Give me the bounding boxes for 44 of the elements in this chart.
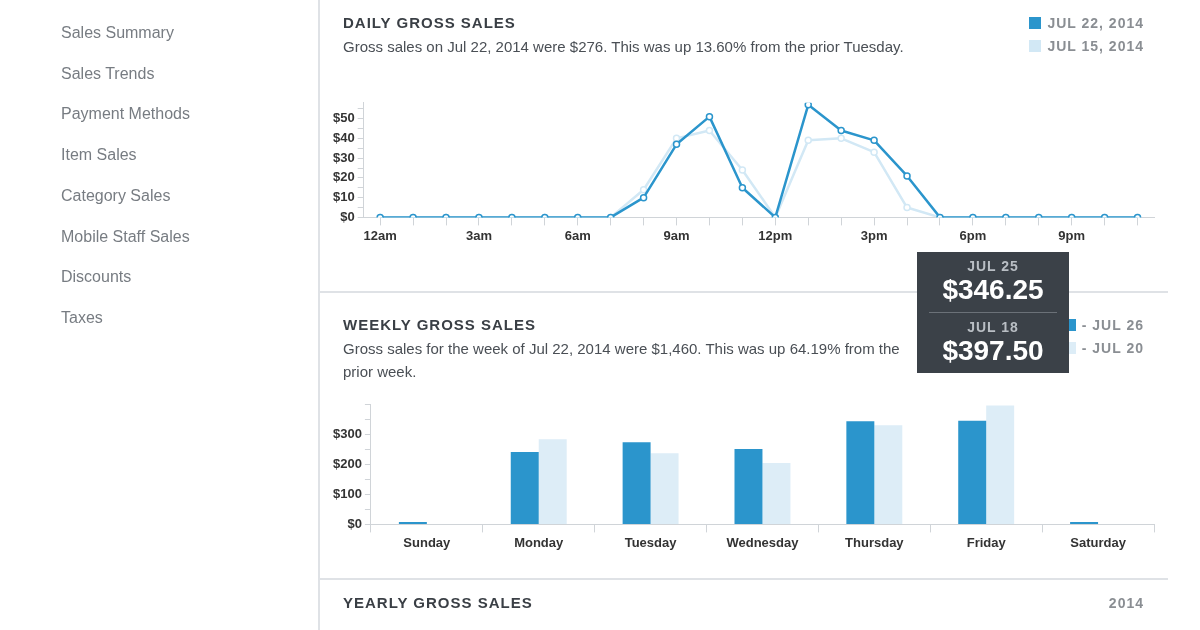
y-tick-label: $200 xyxy=(333,456,362,472)
x-tick-label: Friday xyxy=(966,534,1007,550)
y-tick-label: $100 xyxy=(333,486,362,502)
y-tick-label: $10 xyxy=(332,189,355,205)
tooltip: JUL 25 $346.25 JUL 18 $397.50 xyxy=(917,252,1069,373)
text: Sales Trends xyxy=(61,64,155,83)
x-tick-label: 9am xyxy=(663,227,690,243)
text: Payment Methods xyxy=(61,105,190,124)
legend-label: JUL 22, 2014 xyxy=(1046,15,1144,33)
x-tick-label: 6am xyxy=(564,227,591,243)
chart-title: WEEKLY GROSS SALES xyxy=(343,316,537,333)
text: 2014 xyxy=(1108,595,1144,613)
x-tick-label: 12pm xyxy=(758,227,793,243)
text: Item Sales xyxy=(61,146,137,165)
y-tick-label: $0 xyxy=(347,515,362,531)
y-tick-label: $50 xyxy=(332,110,355,126)
chart-subtitle: Gross sales on Jul 22, 2014 were $276. This was up 13.60% from the prior Tuesday. xyxy=(343,37,905,57)
x-tick-label: Saturday xyxy=(1070,534,1127,550)
text: Discounts xyxy=(61,268,132,287)
x-tick-label: 3pm xyxy=(860,227,888,243)
x-tick-label: Wednesday xyxy=(726,534,800,550)
x-tick-label: Monday xyxy=(514,534,565,550)
y-tick-label: $40 xyxy=(332,129,355,145)
x-tick-label: Thursday xyxy=(845,534,905,550)
text: Mobile Staff Sales xyxy=(61,227,190,246)
text: Taxes xyxy=(61,308,103,327)
legend-label: - JUL 20 xyxy=(1080,340,1144,358)
y-tick-label: $0 xyxy=(340,208,355,224)
chart-subtitle: Gross sales for the week of Jul 22, 2014 were $1,460. This was up 64.19% from the prior week. xyxy=(343,339,901,382)
legend-label: - JUL 26 xyxy=(1080,317,1144,335)
legend-label: JUL 15, 2014 xyxy=(1046,38,1144,56)
x-tick-label: 6pm xyxy=(959,227,987,243)
y-tick-label: $300 xyxy=(333,426,362,442)
x-tick-label: Tuesday xyxy=(624,534,678,550)
x-tick-label: 3am xyxy=(465,227,492,243)
y-tick-label: $20 xyxy=(332,169,355,185)
x-tick-label: Sunday xyxy=(403,534,452,550)
text: Sales Summary xyxy=(61,24,174,42)
y-tick-label: $30 xyxy=(332,149,355,165)
x-tick-label: 12am xyxy=(363,227,397,243)
text: YEARLY GROSS SALES xyxy=(343,594,533,611)
x-tick-label: 9pm xyxy=(1058,227,1086,243)
text: Category Sales xyxy=(61,186,171,205)
chart-title: DAILY GROSS SALES xyxy=(343,14,516,31)
